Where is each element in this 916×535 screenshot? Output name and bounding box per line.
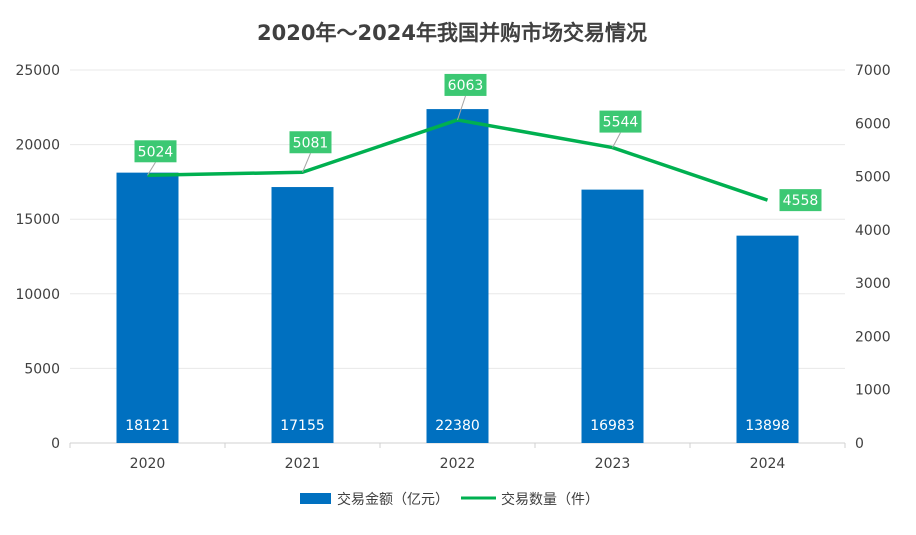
line-value-label: 5024 [138, 144, 174, 160]
bar [116, 172, 179, 443]
y-right-tick-label: 3000 [855, 276, 891, 292]
y-left-tick-label: 25000 [15, 63, 60, 79]
bar [271, 187, 334, 443]
line-value-label-bg [599, 110, 642, 133]
bar-value-label: 17155 [280, 418, 325, 434]
line-value-label: 6063 [448, 78, 484, 94]
y-left-tick-label: 10000 [15, 287, 60, 303]
line-label-leader [612, 132, 621, 148]
line-value-label: 4558 [783, 193, 819, 209]
legend-line-label: 交易数量（件） [501, 491, 599, 508]
y-left-tick-label: 15000 [15, 212, 60, 228]
y-right-tick-label: 5000 [855, 170, 891, 186]
x-tick-label: 2020 [130, 456, 166, 472]
y-left-tick-label: 0 [51, 436, 60, 452]
line-value-label-bg [779, 189, 822, 212]
legend-bar-label: 交易金额（亿元） [337, 491, 449, 508]
bar-value-label: 16983 [590, 418, 635, 434]
x-tick-label: 2021 [285, 456, 321, 472]
axis-layer: 0 5000 10000 15000 20000 25000 0 1000 2000 3000 40… [15, 63, 890, 472]
y-right-tick-label: 0 [855, 436, 864, 452]
line-value-label-bg [289, 131, 332, 154]
line-label-leader [147, 162, 156, 176]
line-label-leader [302, 153, 311, 173]
line-value-label: 5544 [603, 115, 639, 131]
x-tick-label: 2022 [440, 456, 476, 472]
line-value-label: 5081 [293, 135, 329, 151]
y-right-tick-label: 1000 [855, 383, 891, 399]
x-tick-label: 2023 [595, 456, 631, 472]
legend-bar-swatch [300, 493, 331, 504]
y-right-tick-label: 4000 [855, 223, 891, 239]
y-right-tick-label: 7000 [855, 63, 891, 79]
line-label-leader [457, 95, 466, 121]
y-right-tick-label: 2000 [855, 329, 891, 345]
bar [736, 235, 799, 443]
line-value-label-bg [444, 73, 487, 96]
bar-value-label: 13898 [745, 418, 790, 434]
chart-title: 2020年～2024年我国并购市场交易情况 [257, 21, 647, 45]
line-value-label-bg [134, 140, 177, 163]
y-right-tick-label: 6000 [855, 116, 891, 132]
y-left-tick-label: 5000 [24, 361, 60, 377]
bar-value-label: 22380 [435, 418, 480, 434]
legend: 交易金额（亿元） 交易数量（件） [300, 491, 599, 508]
bar-layer [116, 109, 799, 444]
bar [581, 189, 644, 443]
y-left-tick-label: 20000 [15, 138, 60, 154]
bar [426, 109, 489, 444]
bar-value-label: 18121 [125, 418, 170, 434]
label-layer: 18121 17155 22380 16983 13898 5024 5081 6063 554… [125, 73, 822, 434]
x-tick-label: 2024 [750, 456, 786, 472]
